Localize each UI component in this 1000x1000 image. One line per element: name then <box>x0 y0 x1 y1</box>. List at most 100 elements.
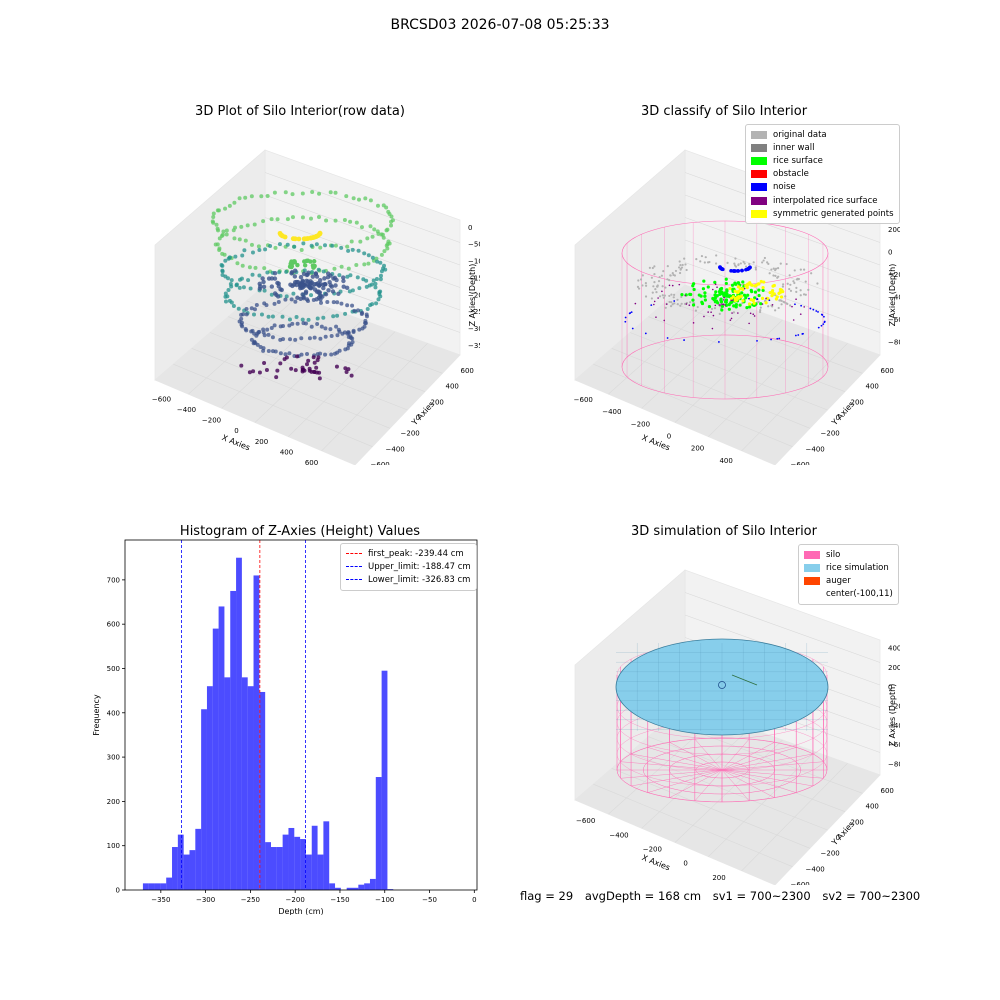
histogram-bar <box>358 884 365 890</box>
histogram-bar <box>230 590 237 890</box>
data-point <box>777 306 780 310</box>
data-point <box>240 263 245 268</box>
data-point <box>784 295 787 298</box>
data-point <box>278 337 283 342</box>
data-point <box>245 223 250 228</box>
data-point <box>315 281 321 286</box>
y-tick-label: 200 <box>851 818 864 826</box>
data-point <box>310 190 315 195</box>
legend-label: rice simulation <box>826 562 889 573</box>
data-point <box>296 236 302 242</box>
data-point <box>661 285 664 288</box>
data-point <box>704 256 707 259</box>
x-tick-label: −600 <box>574 396 593 404</box>
data-point <box>774 297 779 301</box>
status-sv1: sv1 = 700~2300 <box>712 889 811 903</box>
data-point <box>234 283 239 288</box>
data-point <box>257 248 262 253</box>
data-point <box>712 298 716 302</box>
data-point <box>761 303 764 305</box>
grid-line <box>264 194 461 266</box>
data-point <box>252 222 257 227</box>
data-point <box>381 235 386 240</box>
data-point <box>341 278 346 284</box>
data-point <box>676 303 679 306</box>
data-point <box>657 297 659 299</box>
data-point <box>765 297 767 300</box>
data-point <box>757 301 760 304</box>
data-point <box>354 262 359 267</box>
x-tick-label: −200 <box>631 420 650 428</box>
data-point <box>243 326 248 331</box>
data-point <box>239 224 244 229</box>
data-point <box>740 291 744 295</box>
data-point <box>269 276 275 281</box>
data-point <box>759 302 763 306</box>
data-point <box>239 276 244 281</box>
data-point <box>348 219 353 224</box>
y-tick-label: −200 <box>401 430 420 438</box>
data-point <box>713 280 717 284</box>
data-point <box>266 349 271 354</box>
x-tick-label: −50 <box>422 896 437 904</box>
data-point <box>233 254 238 259</box>
data-point <box>217 246 222 251</box>
data-point <box>770 268 773 271</box>
data-point <box>344 194 349 199</box>
data-point <box>243 238 248 243</box>
histogram-bar <box>364 883 370 890</box>
data-point <box>262 266 267 271</box>
data-point <box>717 289 722 294</box>
data-point <box>747 302 752 306</box>
data-point <box>220 232 225 237</box>
legend-item: original data <box>751 128 894 141</box>
data-point <box>333 218 338 223</box>
data-point <box>309 293 314 298</box>
data-point <box>302 268 307 273</box>
data-point <box>293 299 298 304</box>
data-point <box>249 194 254 199</box>
data-point <box>668 294 671 298</box>
data-point <box>244 306 249 311</box>
data-point <box>308 259 313 264</box>
data-point <box>679 264 682 267</box>
data-point <box>326 288 331 293</box>
data-point <box>732 269 736 273</box>
legend-swatch <box>751 156 767 165</box>
x-tick-label: −350 <box>151 896 170 904</box>
data-point <box>299 336 304 341</box>
data-point <box>283 352 288 357</box>
data-point <box>771 284 775 288</box>
x-axis-label: X Axies <box>641 853 672 872</box>
data-point <box>774 267 778 270</box>
x-tick-label: −600 <box>576 817 595 825</box>
histogram-bar <box>224 677 231 890</box>
data-point <box>727 307 731 311</box>
data-point <box>719 286 724 291</box>
data-point <box>261 219 266 224</box>
y-tick-label: 400 <box>446 383 459 391</box>
legend-swatch <box>804 576 820 585</box>
data-point <box>269 326 274 331</box>
simulation-3d-plot: −600−400−2000200400−600−400−200020040060… <box>574 569 900 885</box>
histogram-bar <box>212 628 219 890</box>
data-point <box>720 308 724 312</box>
data-point <box>795 298 797 301</box>
legend-item: rice surface <box>751 154 894 167</box>
data-point <box>679 304 682 307</box>
data-point <box>241 285 246 290</box>
data-point <box>771 303 774 306</box>
data-point <box>262 360 267 365</box>
data-point <box>316 267 321 272</box>
y-tick-label: 200 <box>431 398 444 406</box>
data-point <box>290 192 295 197</box>
data-point <box>651 291 654 294</box>
data-point <box>730 287 735 291</box>
data-point <box>307 366 312 371</box>
data-point <box>243 195 248 200</box>
data-point <box>802 332 804 335</box>
data-point <box>781 285 785 288</box>
data-point <box>357 286 362 291</box>
data-point <box>264 303 269 308</box>
data-point <box>293 368 298 373</box>
